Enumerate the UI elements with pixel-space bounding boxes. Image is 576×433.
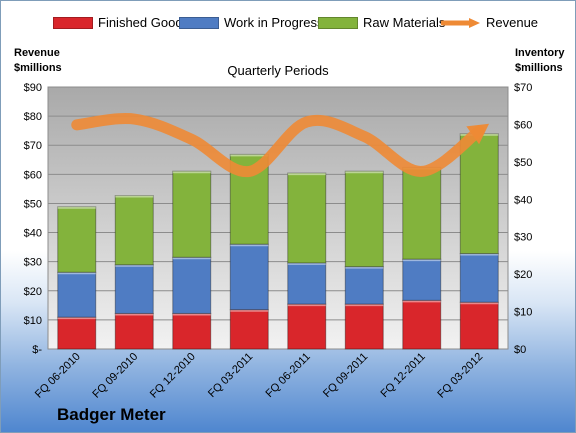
right-tick-label: $0: [514, 344, 526, 356]
revenue-arrow-head-icon: [466, 123, 490, 145]
legend: Finished Goods Work in Progress Raw Mate…: [1, 15, 575, 35]
legend-label-revenue: Revenue: [486, 15, 539, 30]
bar-work-in-progress: [114, 264, 154, 314]
bars: [57, 133, 499, 350]
plot-title: Quarterly Periods: [227, 63, 329, 78]
left-axis-title-line-1: Revenue: [14, 47, 60, 59]
legend-label-raw-materials: Raw Materials: [363, 15, 446, 30]
legend-item-work-in-progress: Work in Progress: [179, 15, 323, 30]
left-axis-title-line-2: $millions: [14, 62, 62, 74]
left-tick-label: $80: [24, 111, 42, 123]
left-tick-label: $-: [32, 344, 42, 356]
x-tick-label: FQ 12-2011: [378, 351, 427, 400]
bar-raw-materials: [172, 170, 212, 258]
left-tick-label: $70: [24, 140, 42, 152]
revenue-line: [71, 113, 485, 177]
left-axis-title: Revenue $millions: [14, 46, 62, 76]
right-axis-title: Inventory $millions: [515, 46, 565, 76]
legend-arrow-icon: [441, 17, 480, 28]
right-axis-title-line-1: Inventory: [515, 47, 565, 59]
right-tick-label: $50: [514, 157, 532, 169]
right-tick-label: $60: [514, 119, 532, 131]
bar-finished-goods: [344, 303, 384, 350]
left-tick-label: $10: [24, 315, 42, 327]
x-tick-label: FQ 12-2010: [148, 351, 198, 401]
left-tick-label: $60: [24, 169, 42, 181]
x-tick-label: FQ 06-2011: [263, 351, 312, 400]
bar-raw-materials: [459, 133, 499, 255]
legend-swatch-raw-materials: [318, 16, 358, 29]
bar-finished-goods: [114, 312, 154, 350]
bar-work-in-progress: [459, 253, 499, 303]
company-name: Badger Meter: [57, 405, 166, 424]
bar-finished-goods: [172, 312, 212, 350]
x-tick-label: FQ 09-2010: [90, 351, 140, 401]
bar-work-in-progress: [229, 243, 269, 311]
x-tick-label: FQ 09-2011: [321, 351, 370, 400]
legend-item-raw-materials: Raw Materials: [318, 15, 445, 30]
bar-raw-materials: [344, 170, 384, 268]
left-tick-label: $40: [24, 228, 42, 240]
left-tick-label: $30: [24, 257, 42, 269]
legend-label-work-in-progress: Work in Progress: [224, 15, 324, 30]
left-tick-label: $50: [24, 198, 42, 210]
legend-item-revenue: Revenue: [441, 15, 538, 30]
bar-work-in-progress: [402, 258, 442, 301]
bar-raw-materials: [287, 172, 327, 264]
right-axis-ticks: $0 $10 $20 $30 $40 $50 $60 $70: [514, 82, 532, 356]
right-tick-label: $30: [514, 232, 532, 244]
legend-swatch-finished-goods: [53, 16, 93, 29]
right-tick-label: $10: [514, 307, 532, 319]
x-tick-label: FQ 03-2012: [435, 351, 485, 401]
bar-finished-goods: [57, 316, 97, 350]
left-tick-label: $20: [24, 286, 42, 298]
legend-label-finished-goods: Finished Goods: [98, 15, 190, 30]
left-tick-label: $90: [24, 82, 42, 94]
legend-item-finished-goods: Finished Goods: [53, 15, 189, 30]
x-tick-label: FQ 06-2010: [33, 351, 83, 401]
bar-work-in-progress: [344, 266, 384, 305]
bar-finished-goods: [229, 309, 269, 350]
bar-finished-goods: [402, 299, 442, 350]
bar-raw-materials: [402, 166, 442, 260]
bar-finished-goods: [459, 301, 499, 350]
legend-swatch-work-in-progress: [179, 16, 219, 29]
x-axis-ticks: FQ 06-2010 FQ 09-2010 FQ 12-2010 FQ 03-2011…: [33, 351, 485, 401]
bar-work-in-progress: [57, 271, 97, 318]
bar-finished-goods: [287, 303, 327, 350]
right-axis-title-line-2: $millions: [515, 62, 563, 74]
right-tick-label: $70: [514, 82, 532, 94]
revenue-line-layer: [71, 113, 490, 177]
right-tick-label: $40: [514, 194, 532, 206]
bar-work-in-progress: [287, 262, 327, 305]
left-axis-ticks: $- $10 $20 $30 $40 $50 $60 $70 $80 $90: [24, 82, 43, 356]
bar-raw-materials: [57, 206, 97, 273]
x-tick-label: FQ 03-2011: [206, 351, 255, 400]
right-tick-label: $20: [514, 269, 532, 281]
bar-raw-materials: [114, 195, 154, 266]
bar-work-in-progress: [172, 256, 212, 314]
